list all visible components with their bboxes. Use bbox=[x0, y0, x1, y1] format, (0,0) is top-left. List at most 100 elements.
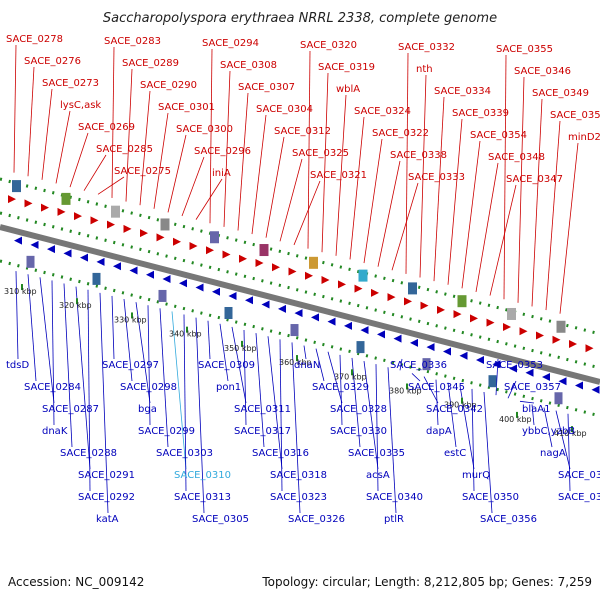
forward-gene-arrow[interactable] bbox=[90, 216, 99, 225]
gene-block[interactable] bbox=[290, 324, 299, 337]
gene-label-reverse[interactable]: SACE_0317 bbox=[234, 426, 291, 437]
gene-label-forward[interactable]: wblA bbox=[336, 84, 360, 95]
forward-gene-arrow[interactable] bbox=[404, 297, 412, 306]
gene-label-forward[interactable]: SACE_0325 bbox=[292, 148, 349, 159]
forward-gene-arrow[interactable] bbox=[569, 339, 577, 348]
reverse-gene-arrow[interactable] bbox=[63, 249, 72, 258]
forward-gene-arrow[interactable] bbox=[354, 284, 363, 293]
gene-label-forward[interactable]: iniA bbox=[212, 168, 231, 179]
gene-label-reverse[interactable]: SACE_0313 bbox=[174, 492, 231, 503]
reverse-gene-arrow[interactable] bbox=[179, 279, 187, 288]
gene-label-reverse[interactable]: SACE_0316 bbox=[252, 448, 309, 459]
gene-label-reverse[interactable]: SACE_0335 bbox=[348, 448, 405, 459]
gene-label-reverse[interactable]: SACE_0291 bbox=[78, 470, 135, 481]
forward-gene-arrow[interactable] bbox=[140, 229, 148, 238]
reverse-gene-arrow[interactable] bbox=[344, 321, 352, 330]
forward-gene-arrow[interactable] bbox=[536, 331, 544, 340]
gene-label-forward[interactable]: lysC,ask bbox=[60, 100, 101, 111]
gene-label-forward[interactable]: SACE_0354 bbox=[470, 130, 527, 141]
forward-gene-arrow[interactable] bbox=[371, 288, 379, 297]
reverse-gene-arrow[interactable] bbox=[509, 364, 517, 373]
gene-block[interactable] bbox=[160, 218, 170, 231]
gene-label-reverse[interactable]: dnaN bbox=[294, 360, 320, 371]
gene-label-forward[interactable]: SACE_0334 bbox=[434, 86, 491, 97]
gene-block[interactable] bbox=[356, 341, 365, 354]
forward-gene-arrow[interactable] bbox=[8, 195, 16, 204]
gene-block[interactable] bbox=[92, 272, 101, 285]
forward-gene-arrow[interactable] bbox=[255, 259, 264, 268]
gene-label-reverse[interactable]: SACE_0356 bbox=[480, 514, 537, 525]
gene-label-forward[interactable]: SACE_0289 bbox=[122, 58, 179, 69]
gene-block[interactable] bbox=[422, 358, 431, 371]
gene-label-reverse[interactable]: SACE_0373 bbox=[558, 492, 600, 503]
gene-label-reverse[interactable]: SACE_0340 bbox=[366, 492, 423, 503]
gene-label-forward[interactable]: SACE_0300 bbox=[176, 124, 233, 135]
gene-label-forward[interactable]: SACE_0285 bbox=[96, 144, 153, 155]
forward-gene-arrow[interactable] bbox=[420, 301, 429, 310]
reverse-gene-arrow[interactable] bbox=[294, 309, 303, 318]
gene-block[interactable] bbox=[12, 180, 21, 193]
gene-label-forward[interactable]: SACE_0347 bbox=[506, 174, 563, 185]
gene-label-forward[interactable]: SACE_0296 bbox=[194, 146, 251, 157]
forward-gene-arrow[interactable] bbox=[222, 250, 231, 259]
gene-label-forward[interactable]: SACE_0324 bbox=[354, 106, 411, 117]
forward-gene-arrow[interactable] bbox=[156, 233, 165, 242]
forward-gene-arrow[interactable] bbox=[321, 276, 330, 285]
gene-label-reverse[interactable]: dnaK bbox=[42, 426, 68, 437]
gene-label-reverse[interactable]: SACE_0336 bbox=[390, 360, 447, 371]
gene-label-highlighted[interactable]: SACE_0310 bbox=[174, 470, 231, 481]
forward-gene-arrow[interactable] bbox=[123, 224, 132, 233]
gene-label-reverse[interactable]: acsA bbox=[366, 470, 390, 481]
reverse-gene-arrow[interactable] bbox=[47, 245, 55, 254]
reverse-gene-arrow[interactable] bbox=[311, 313, 319, 322]
forward-gene-arrow[interactable] bbox=[585, 344, 594, 353]
reverse-gene-arrow[interactable] bbox=[212, 287, 220, 296]
gene-label-reverse[interactable]: pon1 bbox=[216, 382, 241, 393]
gene-label-forward[interactable]: SACE_0358 bbox=[550, 110, 600, 121]
gene-label-reverse[interactable]: murQ bbox=[462, 470, 490, 481]
gene-label-forward[interactable]: SACE_0338 bbox=[390, 150, 447, 161]
reverse-gene-arrow[interactable] bbox=[575, 381, 583, 390]
gene-label-forward[interactable]: SACE_0294 bbox=[202, 38, 259, 49]
gene-label-reverse[interactable]: SACE_0350 bbox=[462, 492, 519, 503]
gene-label-reverse[interactable]: SACE_0345 bbox=[408, 382, 465, 393]
gene-label-forward[interactable]: SACE_0304 bbox=[256, 104, 313, 115]
reverse-gene-arrow[interactable] bbox=[80, 253, 88, 262]
reverse-gene-arrow[interactable] bbox=[261, 300, 270, 309]
reverse-gene-arrow[interactable] bbox=[476, 355, 484, 364]
gene-block[interactable] bbox=[61, 192, 71, 205]
gene-label-forward[interactable]: SACE_0308 bbox=[220, 60, 277, 71]
gene-label-forward[interactable]: SACE_0321 bbox=[310, 170, 367, 181]
gene-label-forward[interactable]: SACE_0312 bbox=[274, 126, 331, 137]
gene-block[interactable] bbox=[358, 269, 368, 282]
reverse-gene-arrow[interactable] bbox=[492, 360, 501, 369]
gene-label-forward[interactable]: SACE_0276 bbox=[24, 56, 81, 67]
gene-label-forward[interactable]: SACE_0290 bbox=[140, 80, 197, 91]
gene-block[interactable] bbox=[26, 255, 35, 268]
gene-block[interactable] bbox=[158, 289, 167, 302]
gene-label-forward[interactable]: nth bbox=[416, 64, 433, 75]
reverse-gene-arrow[interactable] bbox=[96, 257, 105, 266]
gene-label-reverse[interactable]: SACE_0323 bbox=[270, 492, 327, 503]
gene-block[interactable] bbox=[259, 244, 269, 257]
gene-label-forward[interactable]: SACE_0349 bbox=[532, 88, 589, 99]
gene-label-reverse[interactable]: SACE_0326 bbox=[288, 514, 345, 525]
gene-label-reverse[interactable]: blaA1 bbox=[522, 404, 550, 415]
gene-label-reverse[interactable]: SACE_0318 bbox=[270, 470, 327, 481]
gene-block[interactable] bbox=[408, 282, 417, 295]
reverse-gene-arrow[interactable] bbox=[525, 368, 534, 377]
gene-label-reverse[interactable]: SACE_0342 bbox=[426, 404, 483, 415]
forward-gene-arrow[interactable] bbox=[305, 271, 313, 280]
gene-label-reverse[interactable]: tdsD bbox=[6, 360, 29, 371]
gene-label-forward[interactable]: SACE_0273 bbox=[42, 78, 99, 89]
gene-block[interactable] bbox=[488, 375, 497, 388]
gene-label-reverse[interactable]: SACE_0305 bbox=[192, 514, 249, 525]
gene-label-forward[interactable]: SACE_0283 bbox=[104, 36, 161, 47]
reverse-gene-arrow[interactable] bbox=[443, 347, 451, 356]
forward-gene-arrow[interactable] bbox=[453, 310, 462, 319]
forward-gene-arrow[interactable] bbox=[486, 318, 495, 327]
reverse-gene-arrow[interactable] bbox=[30, 240, 39, 249]
gene-label-forward[interactable]: SACE_0307 bbox=[238, 82, 295, 93]
gene-label-reverse[interactable]: SACE_0284 bbox=[24, 382, 81, 393]
forward-gene-arrow[interactable] bbox=[503, 322, 511, 331]
